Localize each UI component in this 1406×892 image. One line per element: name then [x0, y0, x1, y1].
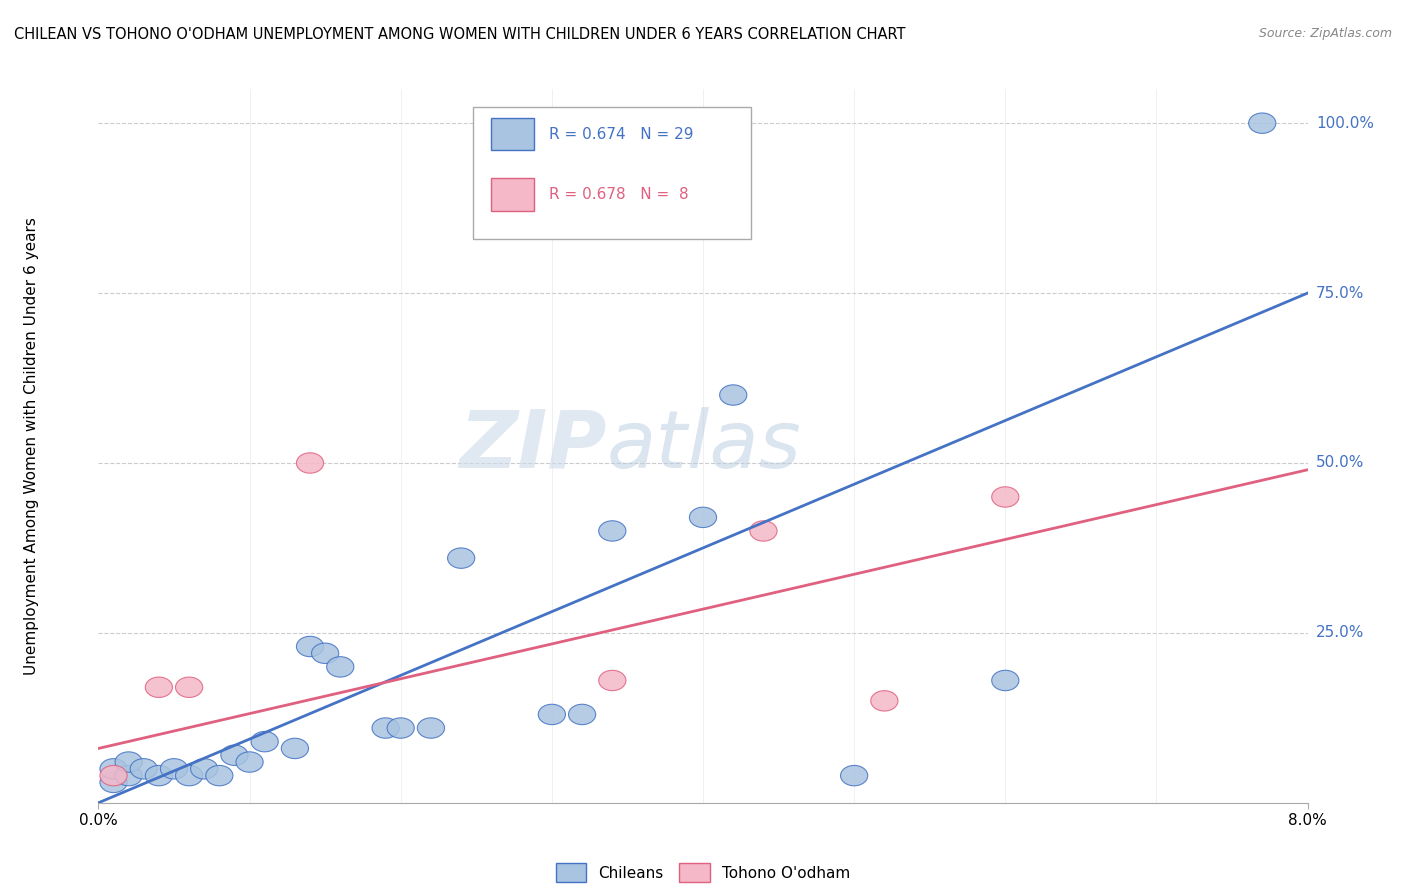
Text: 25.0%: 25.0% [1316, 625, 1364, 640]
Ellipse shape [599, 521, 626, 541]
Ellipse shape [115, 765, 142, 786]
Text: 75.0%: 75.0% [1316, 285, 1364, 301]
Ellipse shape [281, 739, 308, 758]
Ellipse shape [145, 765, 173, 786]
Ellipse shape [991, 487, 1019, 508]
Ellipse shape [1249, 113, 1275, 134]
Ellipse shape [841, 765, 868, 786]
Ellipse shape [115, 752, 142, 772]
Ellipse shape [191, 758, 218, 779]
Ellipse shape [176, 765, 202, 786]
Text: 50.0%: 50.0% [1316, 456, 1364, 470]
Ellipse shape [870, 690, 898, 711]
Ellipse shape [538, 705, 565, 724]
Ellipse shape [205, 765, 233, 786]
Ellipse shape [447, 548, 475, 568]
Text: R = 0.674   N = 29: R = 0.674 N = 29 [550, 127, 695, 142]
Ellipse shape [252, 731, 278, 752]
Ellipse shape [387, 718, 415, 739]
Ellipse shape [100, 765, 127, 786]
Text: CHILEAN VS TOHONO O'ODHAM UNEMPLOYMENT AMONG WOMEN WITH CHILDREN UNDER 6 YEARS C: CHILEAN VS TOHONO O'ODHAM UNEMPLOYMENT A… [14, 27, 905, 42]
Ellipse shape [312, 643, 339, 664]
Ellipse shape [100, 758, 127, 779]
Ellipse shape [100, 772, 127, 793]
Ellipse shape [599, 670, 626, 690]
Ellipse shape [145, 677, 173, 698]
Ellipse shape [991, 670, 1019, 690]
Ellipse shape [749, 521, 778, 541]
Text: R = 0.678   N =  8: R = 0.678 N = 8 [550, 187, 689, 202]
Ellipse shape [176, 677, 202, 698]
Ellipse shape [373, 718, 399, 739]
Ellipse shape [221, 745, 247, 765]
Ellipse shape [689, 508, 717, 527]
FancyBboxPatch shape [474, 107, 751, 239]
Text: Unemployment Among Women with Children Under 6 years: Unemployment Among Women with Children U… [24, 217, 39, 675]
Ellipse shape [297, 636, 323, 657]
Text: atlas: atlas [606, 407, 801, 485]
Ellipse shape [236, 752, 263, 772]
Ellipse shape [720, 384, 747, 405]
Text: 100.0%: 100.0% [1316, 116, 1374, 131]
Text: Source: ZipAtlas.com: Source: ZipAtlas.com [1258, 27, 1392, 40]
Ellipse shape [326, 657, 354, 677]
Ellipse shape [160, 758, 187, 779]
Legend: Chileans, Tohono O'odham: Chileans, Tohono O'odham [550, 857, 856, 888]
Ellipse shape [418, 718, 444, 739]
FancyBboxPatch shape [492, 118, 534, 150]
FancyBboxPatch shape [492, 178, 534, 211]
Ellipse shape [568, 705, 596, 724]
Ellipse shape [297, 453, 323, 473]
Text: ZIP: ZIP [458, 407, 606, 485]
Ellipse shape [131, 758, 157, 779]
